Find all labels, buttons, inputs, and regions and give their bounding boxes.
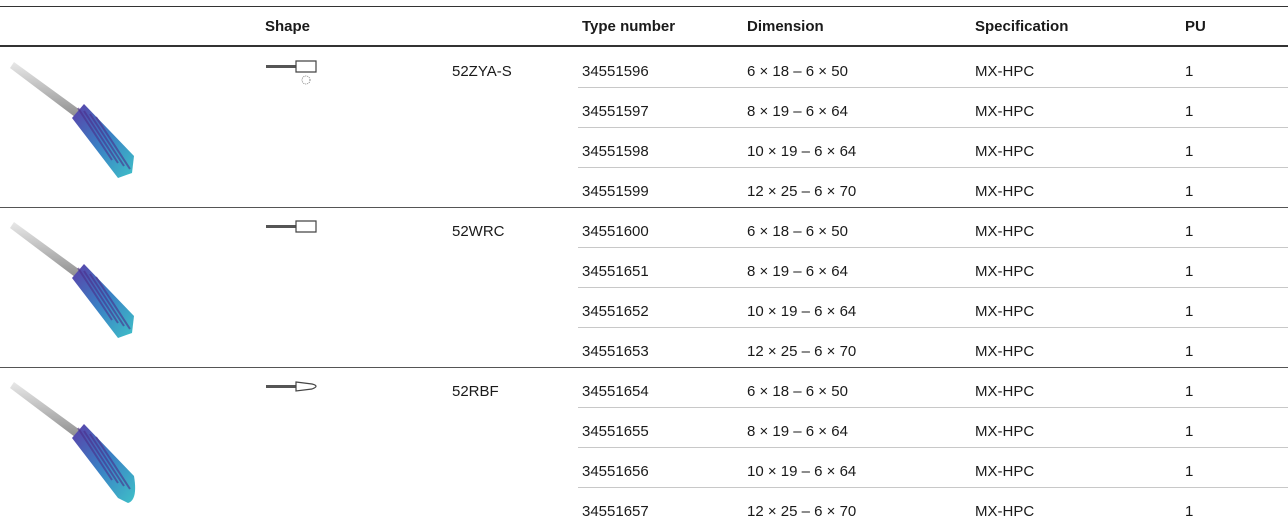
table-cell: 10 × 19 – 6 × 64: [747, 463, 857, 480]
tool-shank: [10, 382, 80, 437]
table-cell: MX-HPC: [975, 423, 1035, 440]
shape-icon-head: [295, 220, 317, 233]
shape-icon-shank: [266, 385, 296, 388]
shape-icon-head: [295, 60, 317, 73]
tool-flute: [77, 267, 113, 321]
table-cell: MX-HPC: [975, 383, 1035, 400]
table-cell: 6 × 18 – 6 × 50: [747, 63, 848, 80]
table-cell: 12 × 25 – 6 × 70: [747, 183, 857, 200]
table-cell: MX-HPC: [975, 103, 1035, 120]
table-cell: MX-HPC: [975, 263, 1035, 280]
table-cell: 1: [1185, 383, 1194, 400]
table-cell: 8 × 19 – 6 × 64: [747, 423, 848, 440]
table-cell: MX-HPC: [975, 143, 1035, 160]
shape-icon-shank: [266, 225, 296, 228]
table-cell: 1: [1185, 223, 1194, 240]
shape-icon-head: [295, 381, 317, 392]
table-cell: 6 × 18 – 6 × 50: [747, 223, 848, 240]
table-cell: MX-HPC: [975, 223, 1035, 240]
table-cell: 52ZYA-S: [452, 63, 512, 80]
table-cell: 12 × 25 – 6 × 70: [747, 503, 857, 520]
table-cell: 34551596: [582, 63, 649, 80]
table-cell: 10 × 19 – 6 × 64: [747, 303, 857, 320]
table-cell: 1: [1185, 303, 1194, 320]
table-cell: 34551651: [582, 263, 649, 280]
tool-flute: [95, 436, 131, 490]
table-cell: MX-HPC: [975, 343, 1035, 360]
table-cell: 1: [1185, 503, 1194, 520]
column-header: Type number: [582, 18, 676, 35]
table-cell: MX-HPC: [975, 503, 1035, 520]
column-header: Shape: [265, 18, 311, 35]
table-cell: 34551597: [582, 103, 649, 120]
column-header: Dimension: [747, 18, 824, 35]
tool-flute: [83, 430, 119, 484]
shape-icon-end: [301, 75, 311, 85]
table-cell: 1: [1185, 423, 1194, 440]
column-header: Specification: [975, 18, 1069, 35]
table-cell: 1: [1185, 263, 1194, 280]
table-cell: 34551600: [582, 223, 649, 240]
table-cell: 34551652: [582, 303, 649, 320]
table-cell: 12 × 25 – 6 × 70: [747, 343, 857, 360]
table-cell: 34551655: [582, 423, 649, 440]
tool-flute: [89, 113, 125, 167]
tool-flute: [83, 270, 119, 324]
tool-flute: [95, 276, 131, 330]
tool-flute: [95, 116, 131, 170]
tool-flute: [89, 273, 125, 327]
table-cell: 6 × 18 – 6 × 50: [747, 383, 848, 400]
tool-flute: [77, 427, 113, 481]
table-cell: 52WRC: [452, 223, 505, 240]
table-cell: MX-HPC: [975, 63, 1035, 80]
table-cell: 1: [1185, 143, 1194, 160]
table-cell: 1: [1185, 103, 1194, 120]
tool-cutter: [72, 424, 136, 503]
table-cell: MX-HPC: [975, 303, 1035, 320]
table-cell: MX-HPC: [975, 463, 1035, 480]
tool-flute: [89, 433, 125, 487]
table-cell: 8 × 19 – 6 × 64: [747, 263, 848, 280]
table-cell: 10 × 19 – 6 × 64: [747, 143, 857, 160]
table-cell: 34551656: [582, 463, 649, 480]
shape-icon-shank: [266, 65, 296, 68]
table-cell: 52RBF: [452, 383, 499, 400]
table-cell: 1: [1185, 63, 1194, 80]
tool-flute: [77, 107, 113, 161]
tool-shank: [10, 62, 80, 117]
table-cell: 1: [1185, 463, 1194, 480]
table-cell: 1: [1185, 343, 1194, 360]
tool-shank: [10, 222, 80, 277]
column-header: PU: [1185, 18, 1206, 35]
tool-flute: [83, 110, 119, 164]
table-cell: 8 × 19 – 6 × 64: [747, 103, 848, 120]
table-cell: MX-HPC: [975, 183, 1035, 200]
table-cell: 34551653: [582, 343, 649, 360]
table-cell: 34551654: [582, 383, 649, 400]
table-cell: 34551657: [582, 503, 649, 520]
table-cell: 34551598: [582, 143, 649, 160]
table-cell: 34551599: [582, 183, 649, 200]
table-cell: 1: [1185, 183, 1194, 200]
